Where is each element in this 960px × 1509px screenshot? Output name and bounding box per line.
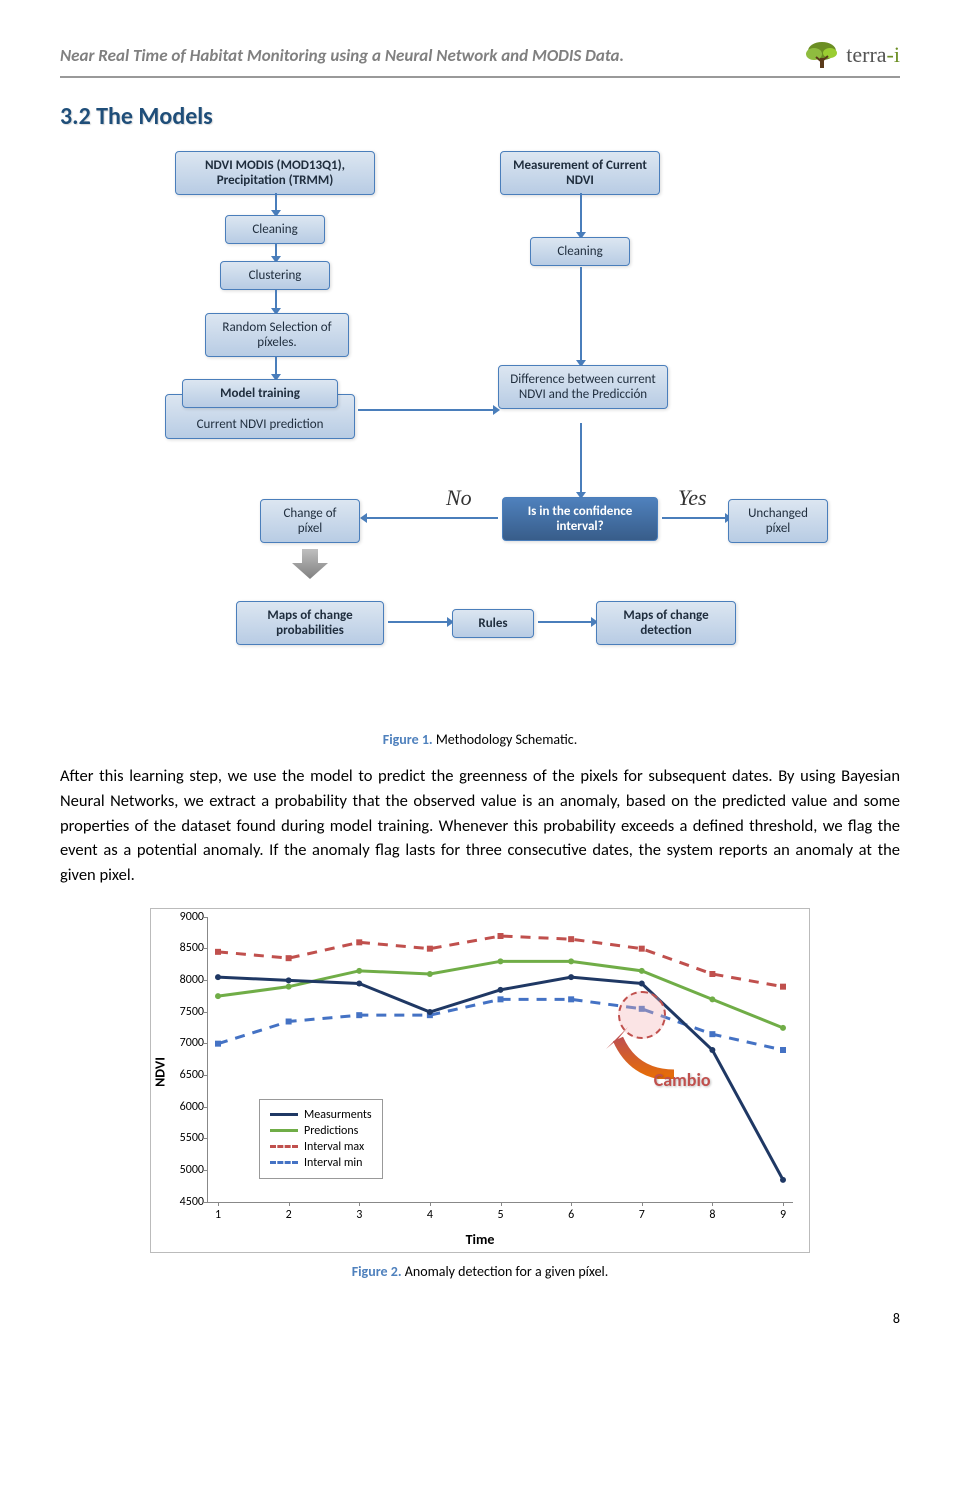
arrow-icon [275,243,277,257]
figure1-caption: Figure 1. Methodology Schematic. [60,731,900,748]
logo-text: terra-i [846,42,900,68]
page-header: Near Real Time of Habitat Monitoring usi… [60,40,900,78]
node-cleaning-right: Cleaning [530,237,630,266]
node-measurement: Measurement of Current NDVI [500,151,660,195]
node-clustering: Clustering [220,261,330,290]
arrow-icon [580,423,582,493]
node-change-pixel: Change of píxel [260,499,360,543]
chart-legend: Measurments Predictions Interval max Int… [259,1099,383,1179]
node-cleaning-left: Cleaning [225,215,325,244]
node-model-training: Model training [182,379,338,408]
legend-item: Interval max [270,1140,372,1154]
arrow-icon [275,357,277,375]
cambio-label: Cambio [654,1069,711,1091]
figure2-caption: Figure 2. Anomaly detection for a given … [60,1263,900,1280]
node-rules: Rules [452,609,534,638]
arrow-icon [366,517,498,519]
arrow-icon [580,193,582,233]
body-paragraph: After this learning step, we use the mod… [60,764,900,888]
tree-icon [802,40,842,70]
arrow-icon [275,289,277,309]
node-ndvi-input: NDVI MODIS (MOD13Q1), Precipitation (TRM… [175,151,375,195]
fat-arrow-icon [292,549,328,579]
arrow-icon [275,193,277,211]
node-unchanged-pixel: Unchanged píxel [728,499,828,543]
node-difference: Difference between current NDVI and the … [498,365,668,409]
arrow-icon [538,621,592,623]
node-decision: Is in the confidence interval? [502,497,658,541]
arrow-icon [358,409,494,411]
node-random-selection: Random Selection of píxeles. [205,313,349,357]
node-maps-detection: Maps of change detection [596,601,736,645]
page-number: 8 [60,1310,900,1327]
arrow-icon [662,517,726,519]
arrow-icon [388,621,448,623]
legend-item: Interval min [270,1156,372,1170]
flowchart-figure: NDVI MODIS (MOD13Q1), Precipitation (TRM… [130,151,830,711]
node-maps-prob: Maps of change probabilities [236,601,384,645]
logo: terra-i [802,40,900,70]
header-title: Near Real Time of Habitat Monitoring usi… [60,45,624,66]
label-no: No [446,485,472,511]
arrow-icon [580,267,582,361]
chart-xlabel: Time [159,1231,801,1248]
legend-item: Predictions [270,1124,372,1138]
section-title: 3.2 The Models [60,102,900,131]
legend-item: Measurments [270,1108,372,1122]
chart-figure: NDVI Cambio 4500500055006000650070007500… [150,908,810,1253]
label-yes: Yes [678,485,707,511]
